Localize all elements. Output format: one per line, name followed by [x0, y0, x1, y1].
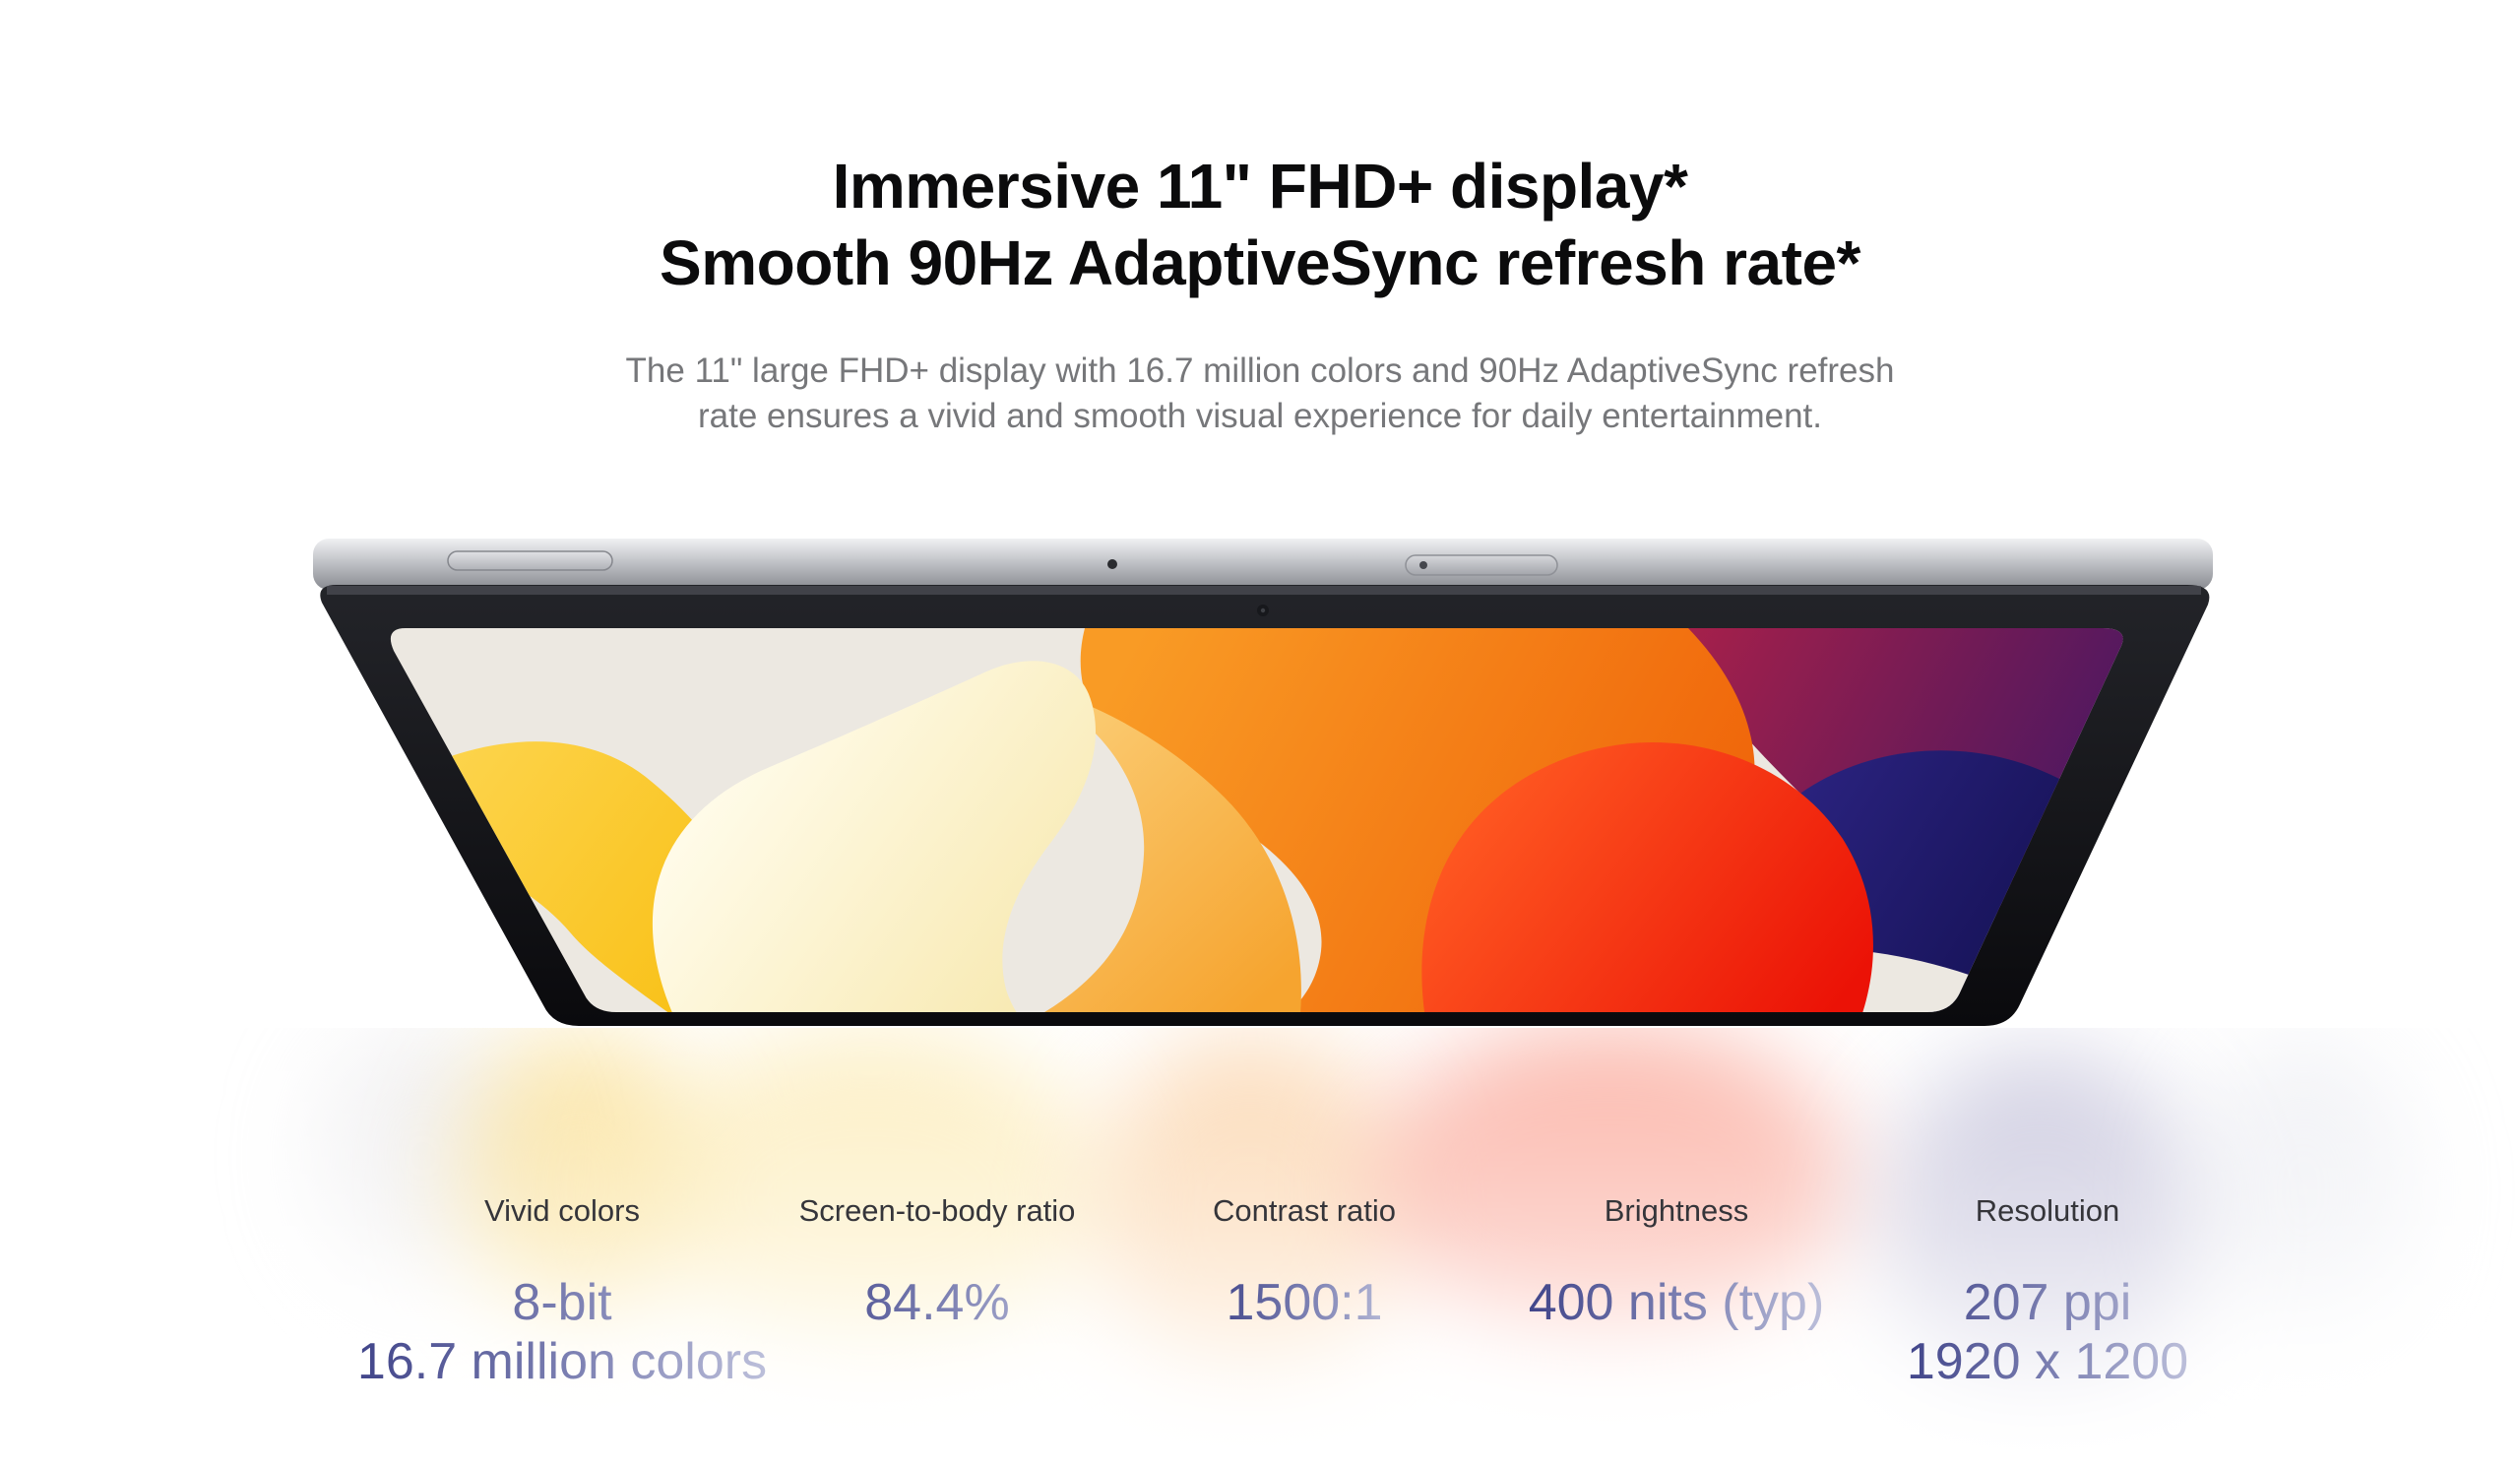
reflection-white-fade — [0, 1028, 2520, 1469]
spec-label: Vivid colors — [484, 1193, 640, 1228]
spec-value-line: 84.4% — [799, 1273, 1076, 1332]
spec-screen-to-body-ratio: Screen-to-body ratio 84.4% — [799, 1193, 1076, 1332]
spec-value: 400 nits (typ) — [1529, 1273, 1825, 1332]
spec-label: Resolution — [1975, 1193, 2120, 1228]
spec-brightness: Brightness 400 nits (typ) — [1529, 1193, 1825, 1332]
spec-label: Contrast ratio — [1212, 1193, 1397, 1228]
spec-value: 1500:1 — [1213, 1273, 1396, 1332]
spec-value-line: 207 ppi — [1907, 1273, 2188, 1332]
hero-header: Immersive 11" FHD+ display* Smooth 90Hz … — [0, 148, 2520, 439]
spec-value: 84.4% — [799, 1273, 1076, 1332]
spec-resolution: Resolution 207 ppi 1920 x 1200 — [1907, 1193, 2188, 1391]
spec-contrast-ratio: Contrast ratio 1500:1 — [1213, 1193, 1396, 1332]
title-line-2: Smooth 90Hz AdaptiveSync refresh rate* — [660, 227, 1860, 298]
subtitle-line-2: rate ensures a vivid and smooth visual e… — [698, 397, 1822, 435]
spec-label: Screen-to-body ratio — [798, 1193, 1076, 1228]
spec-vivid-colors: Vivid colors 8-bit 16.7 million colors — [357, 1193, 767, 1391]
spec-value: 8-bit 16.7 million colors — [357, 1273, 767, 1391]
page-subtitle: The 11" large FHD+ display with 16.7 mil… — [0, 349, 2520, 439]
spec-value-line: 1920 x 1200 — [1906, 1333, 2189, 1390]
spec-label: Brightness — [1604, 1193, 1749, 1228]
spec-value-line: 8-bit — [357, 1273, 767, 1332]
subtitle-line-1: The 11" large FHD+ display with 16.7 mil… — [625, 351, 1895, 390]
spec-value-line: 400 nits (typ) — [1528, 1274, 1825, 1331]
title-line-1: Immersive 11" FHD+ display* — [832, 151, 1688, 222]
tablet-reflection — [0, 1028, 2520, 1469]
spec-value-line: 16.7 million colors — [356, 1333, 768, 1390]
spec-value: 207 ppi 1920 x 1200 — [1907, 1273, 2188, 1391]
spec-value-line: 1500:1 — [1213, 1273, 1396, 1332]
page-title: Immersive 11" FHD+ display* Smooth 90Hz … — [0, 148, 2520, 301]
